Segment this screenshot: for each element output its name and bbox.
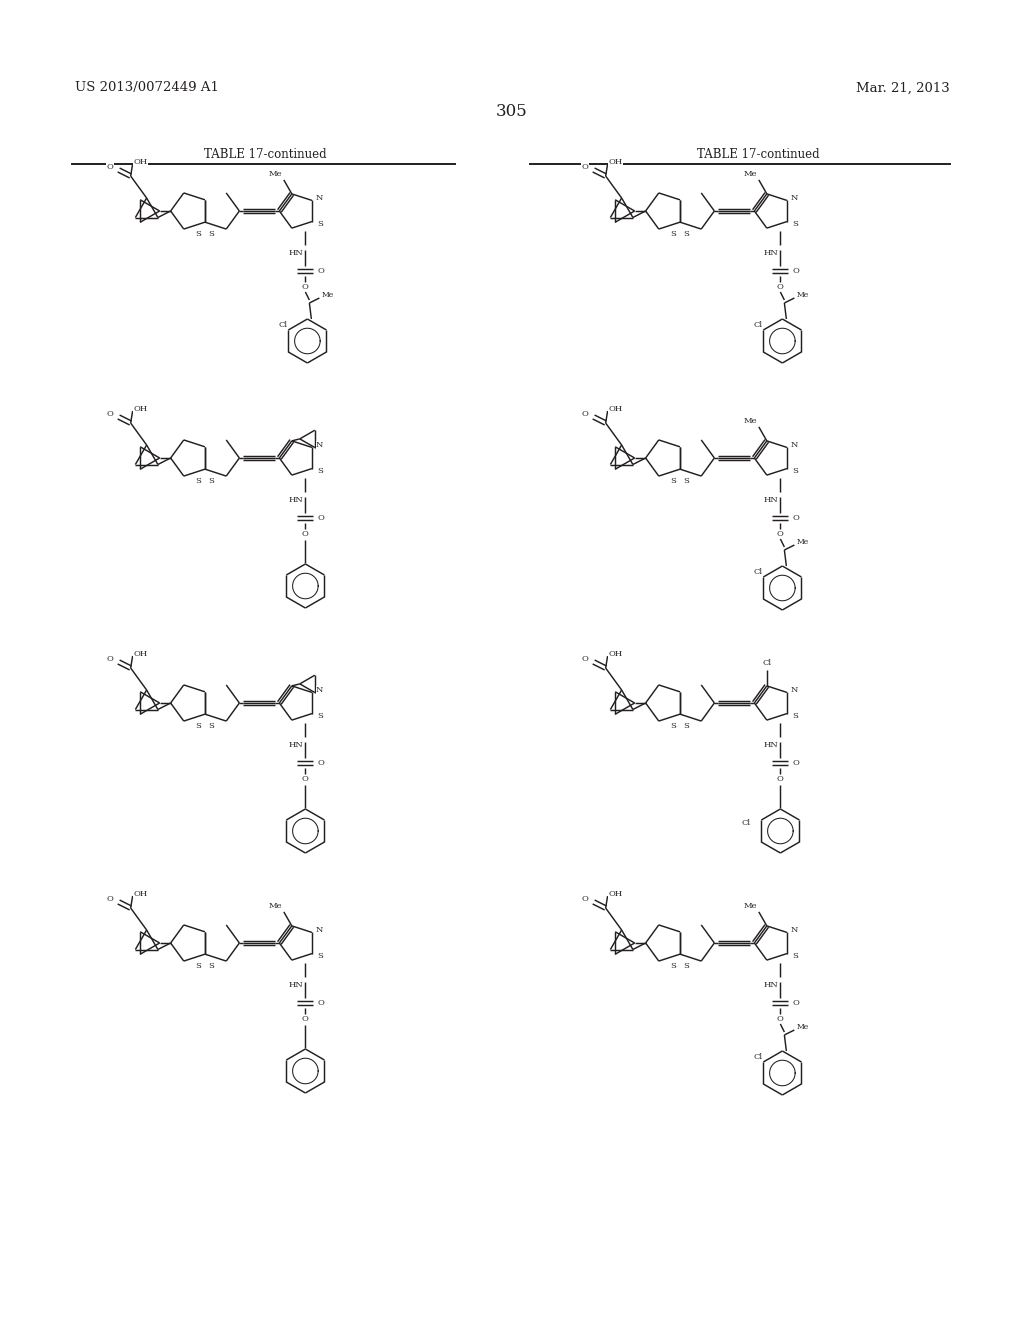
Text: Me: Me	[797, 290, 809, 300]
Text: O: O	[106, 411, 114, 418]
Text: S: S	[684, 961, 689, 970]
Text: N: N	[316, 441, 324, 449]
Text: O: O	[793, 267, 800, 275]
Text: HN: HN	[289, 496, 303, 504]
Text: O: O	[777, 1015, 783, 1023]
Text: Cl: Cl	[754, 321, 763, 329]
Text: N: N	[791, 927, 799, 935]
Text: O: O	[793, 999, 800, 1007]
Text: S: S	[209, 722, 215, 730]
Text: O: O	[302, 531, 309, 539]
Text: S: S	[196, 230, 202, 238]
Text: OH: OH	[133, 158, 147, 166]
Text: OH: OH	[133, 405, 147, 413]
Text: S: S	[684, 230, 689, 238]
Text: Cl: Cl	[741, 818, 751, 828]
Text: Cl: Cl	[754, 568, 763, 576]
Text: S: S	[209, 230, 215, 238]
Text: S: S	[196, 722, 202, 730]
Text: N: N	[316, 927, 324, 935]
Text: HN: HN	[764, 249, 778, 257]
Text: Cl: Cl	[754, 1053, 763, 1061]
Text: O: O	[106, 162, 114, 172]
Text: S: S	[317, 952, 323, 960]
Text: HN: HN	[289, 981, 303, 989]
Text: O: O	[777, 531, 783, 539]
Text: S: S	[671, 961, 676, 970]
Text: TABLE 17-continued: TABLE 17-continued	[204, 149, 327, 161]
Text: O: O	[793, 759, 800, 767]
Text: S: S	[671, 722, 676, 730]
Text: OH: OH	[608, 158, 623, 166]
Text: N: N	[791, 194, 799, 202]
Text: HN: HN	[289, 249, 303, 257]
Text: Me: Me	[268, 902, 282, 909]
Text: Mar. 21, 2013: Mar. 21, 2013	[856, 82, 950, 95]
Text: N: N	[791, 686, 799, 694]
Text: O: O	[793, 513, 800, 521]
Text: O: O	[317, 267, 325, 275]
Text: S: S	[196, 477, 202, 484]
Text: S: S	[671, 477, 676, 484]
Text: S: S	[209, 477, 215, 484]
Text: O: O	[317, 999, 325, 1007]
Text: S: S	[671, 230, 676, 238]
Text: Cl: Cl	[279, 321, 288, 329]
Text: S: S	[792, 466, 798, 475]
Text: OH: OH	[608, 890, 623, 898]
Text: S: S	[792, 711, 798, 719]
Text: N: N	[316, 194, 324, 202]
Text: OH: OH	[133, 649, 147, 657]
Text: HN: HN	[764, 496, 778, 504]
Text: HN: HN	[764, 741, 778, 748]
Text: S: S	[684, 477, 689, 484]
Text: O: O	[302, 282, 309, 290]
Text: O: O	[317, 759, 325, 767]
Text: TABLE 17-continued: TABLE 17-continued	[696, 149, 819, 161]
Text: S: S	[684, 722, 689, 730]
Text: O: O	[582, 162, 589, 172]
Text: Me: Me	[743, 170, 757, 178]
Text: OH: OH	[133, 890, 147, 898]
Text: O: O	[777, 775, 783, 783]
Text: US 2013/0072449 A1: US 2013/0072449 A1	[75, 82, 219, 95]
Text: N: N	[791, 441, 799, 449]
Text: 305: 305	[496, 103, 528, 120]
Text: O: O	[302, 775, 309, 783]
Text: O: O	[317, 513, 325, 521]
Text: O: O	[582, 655, 589, 663]
Text: Me: Me	[268, 170, 282, 178]
Text: O: O	[582, 411, 589, 418]
Text: S: S	[792, 952, 798, 960]
Text: S: S	[317, 711, 323, 719]
Text: Cl: Cl	[762, 659, 771, 667]
Text: Me: Me	[797, 539, 809, 546]
Text: O: O	[106, 895, 114, 903]
Text: Me: Me	[743, 417, 757, 425]
Text: S: S	[196, 961, 202, 970]
Text: OH: OH	[608, 405, 623, 413]
Text: HN: HN	[764, 981, 778, 989]
Text: O: O	[777, 282, 783, 290]
Text: N: N	[316, 686, 324, 694]
Text: OH: OH	[608, 649, 623, 657]
Text: Me: Me	[743, 902, 757, 909]
Text: Me: Me	[797, 1023, 809, 1031]
Text: Me: Me	[322, 290, 334, 300]
Text: O: O	[106, 655, 114, 663]
Text: S: S	[792, 219, 798, 227]
Text: O: O	[302, 1015, 309, 1023]
Text: S: S	[317, 466, 323, 475]
Text: O: O	[582, 895, 589, 903]
Text: HN: HN	[289, 741, 303, 748]
Text: S: S	[317, 219, 323, 227]
Text: S: S	[209, 961, 215, 970]
